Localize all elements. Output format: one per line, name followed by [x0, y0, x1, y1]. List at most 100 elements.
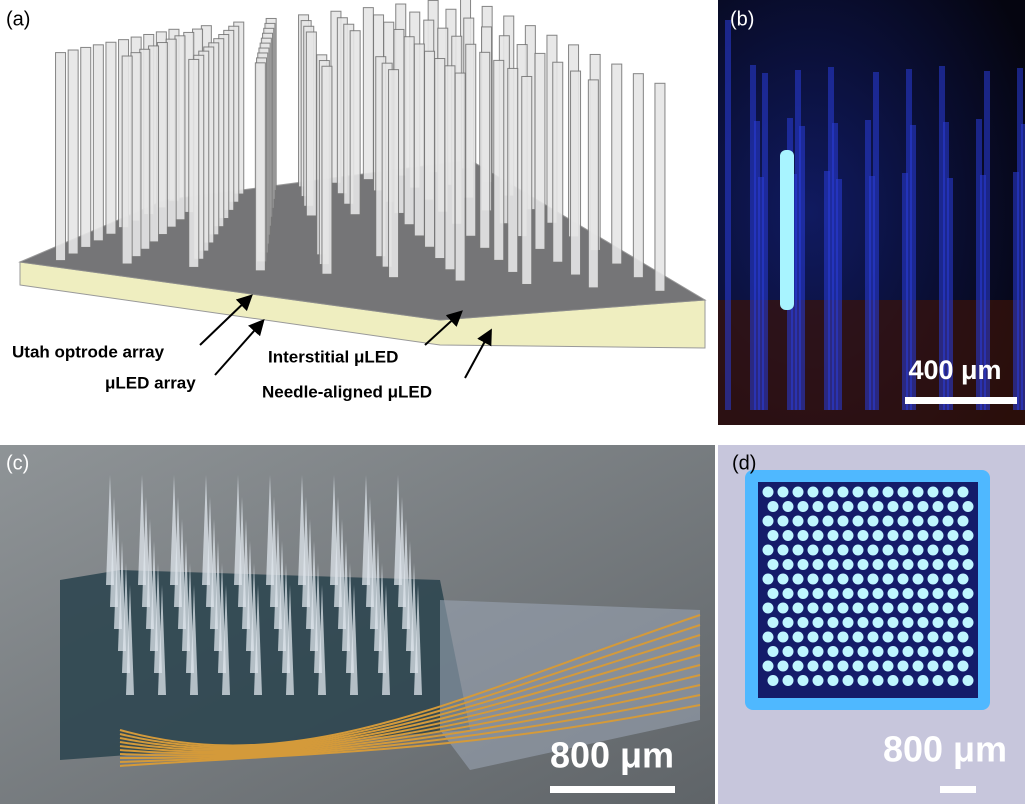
- led: [897, 573, 909, 585]
- needle: [750, 65, 756, 410]
- led: [942, 486, 954, 498]
- led: [837, 573, 849, 585]
- needle: [976, 119, 982, 410]
- needle: [350, 585, 358, 695]
- led: [822, 602, 834, 614]
- led: [822, 631, 834, 643]
- led: [812, 588, 824, 599]
- needle: [521, 75, 533, 285]
- led: [782, 530, 794, 541]
- led: [927, 486, 939, 498]
- led: [857, 501, 869, 512]
- needle: [873, 72, 879, 410]
- led: [842, 617, 854, 628]
- needle: [570, 70, 582, 276]
- led: [792, 660, 804, 672]
- needles: [106, 475, 422, 695]
- scale-label: 800 μm: [550, 735, 674, 776]
- led: [867, 660, 879, 672]
- led: [942, 544, 954, 556]
- led: [942, 602, 954, 614]
- led: [962, 675, 974, 686]
- wire: [119, 614, 701, 747]
- wire: [119, 624, 701, 748]
- led: [912, 573, 924, 585]
- needle: [865, 120, 871, 410]
- led: [792, 631, 804, 643]
- led: [912, 660, 924, 672]
- needle: [493, 59, 505, 261]
- led: [777, 544, 789, 556]
- needle: [910, 125, 916, 410]
- led: [762, 544, 774, 556]
- led: [782, 617, 794, 628]
- led: [857, 530, 869, 541]
- needle: [105, 41, 117, 235]
- needle: [321, 65, 333, 275]
- led: [852, 660, 864, 672]
- needle: [758, 177, 764, 410]
- led: [812, 646, 824, 657]
- led: [887, 501, 899, 512]
- needle: [799, 126, 805, 410]
- led: [762, 602, 774, 614]
- led: [957, 515, 969, 527]
- panel-label: (c): [6, 452, 29, 474]
- led: [897, 602, 909, 614]
- led: [872, 559, 884, 570]
- wire: [119, 644, 701, 752]
- led: [852, 631, 864, 643]
- needle: [222, 585, 230, 695]
- led: [797, 530, 809, 541]
- led: [837, 544, 849, 556]
- needles: [55, 0, 666, 292]
- needle: [286, 585, 294, 695]
- led: [897, 515, 909, 527]
- led: [807, 544, 819, 556]
- led: [932, 559, 944, 570]
- led: [807, 486, 819, 498]
- led: [797, 675, 809, 686]
- needle: [534, 52, 546, 250]
- led: [782, 559, 794, 570]
- wires: [119, 614, 701, 767]
- led: [887, 588, 899, 599]
- needle: [382, 585, 390, 695]
- scale-label: 800 μm: [883, 729, 1007, 770]
- led: [762, 515, 774, 527]
- needle: [413, 43, 425, 237]
- led: [887, 530, 899, 541]
- led: [942, 573, 954, 585]
- led: [917, 559, 929, 570]
- led: [857, 617, 869, 628]
- needle: [305, 31, 317, 217]
- led: [927, 602, 939, 614]
- led: [812, 501, 824, 512]
- led: [912, 486, 924, 498]
- led: [842, 501, 854, 512]
- led: [822, 515, 834, 527]
- needle: [434, 58, 446, 260]
- led: [857, 646, 869, 657]
- led: [782, 675, 794, 686]
- annotation: Utah optrode array: [12, 342, 165, 361]
- led: [872, 646, 884, 657]
- led: [852, 573, 864, 585]
- led: [872, 530, 884, 541]
- led: [962, 588, 974, 599]
- needle: [158, 585, 166, 695]
- led: [762, 631, 774, 643]
- led: [942, 631, 954, 643]
- led: [897, 660, 909, 672]
- led: [867, 631, 879, 643]
- led: [792, 515, 804, 527]
- led: [842, 646, 854, 657]
- arrow: [214, 319, 265, 376]
- led: [792, 544, 804, 556]
- needle: [388, 69, 400, 279]
- led: [842, 530, 854, 541]
- led: [882, 602, 894, 614]
- led: [827, 646, 839, 657]
- led: [872, 588, 884, 599]
- led: [962, 530, 974, 541]
